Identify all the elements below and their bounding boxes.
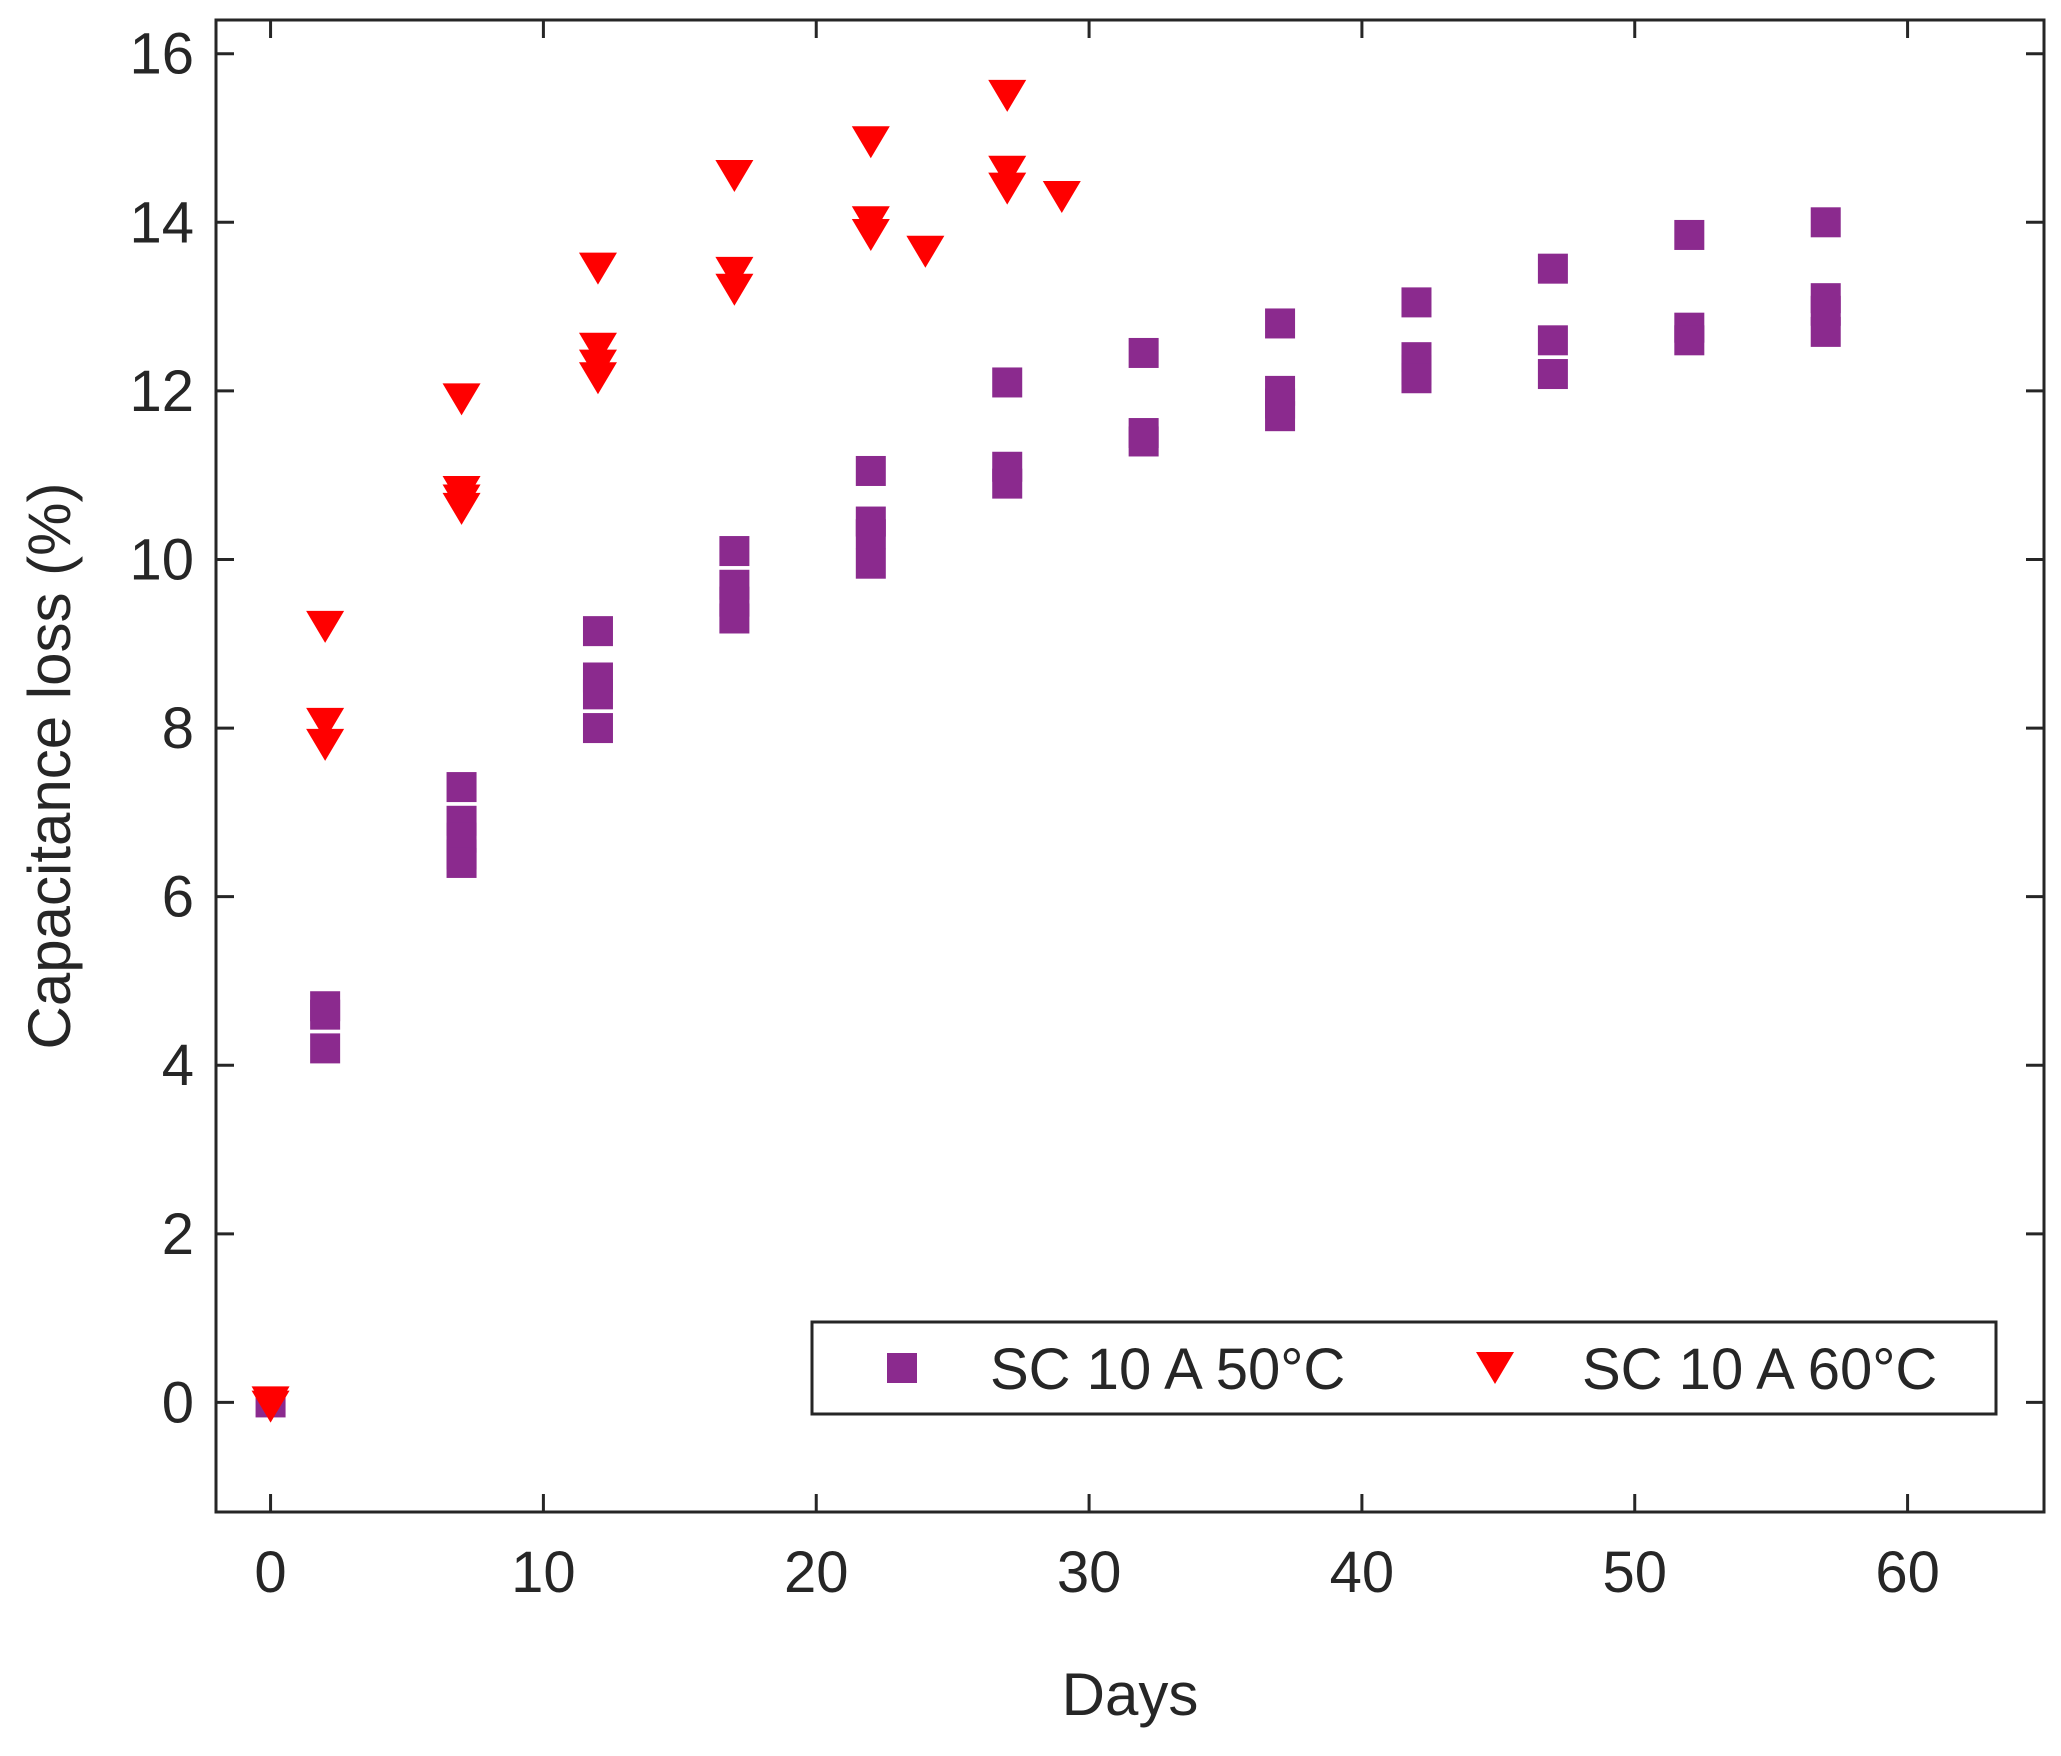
data-point-square [1128,426,1159,457]
legend-marker [887,1353,917,1383]
data-point-triangle [1042,181,1081,214]
data-point-triangle [578,252,617,285]
data-point-square [855,519,886,550]
data-point-square [1810,207,1841,238]
data-point-square [1537,253,1568,284]
y-tick-label: 0 [162,1370,194,1435]
data-point-triangle [306,707,345,740]
x-axis-label: Days [1062,1661,1199,1728]
data-point-triangle [442,492,481,525]
legend-marker [1476,1352,1514,1384]
data-point-triangle [306,728,345,761]
y-tick-label: 4 [162,1033,194,1098]
legend-entries: SC 10 A 50°C SC 10 A 60°C [887,1337,1937,1402]
legend-label: SC 10 A 50°C [990,1337,1345,1402]
legend-box [810,1320,1998,1416]
x-tick-label: 40 [1330,1540,1395,1605]
y-tick-label: 6 [162,865,194,930]
data-point-triangle [715,159,754,192]
y-axis-ticks: 0 2 4 6 8 10 12 14 16 [129,22,2044,1435]
legend: SC 10 A 50°C SC 10 A 60°C [810,1320,1998,1416]
data-point-square [1537,325,1568,356]
x-tick-label: 10 [511,1540,576,1605]
data-point-triangle [715,256,754,289]
y-tick-label: 12 [129,359,194,424]
data-point-triangle [251,1390,290,1423]
y-tick-label: 16 [129,22,194,87]
data-point-triangle [988,79,1027,112]
x-tick-label: 60 [1875,1540,1940,1605]
data-point-square [992,468,1023,499]
data-point-square [1128,337,1159,368]
y-tick-label: 8 [162,696,194,761]
y-axis-label: Capacitance loss (%) [16,483,83,1050]
data-point-triangle [578,362,617,395]
data-point-square [1265,308,1296,339]
data-point-square [1810,316,1841,347]
data-point-triangle [988,155,1027,188]
x-axis-ticks: 0 10 20 30 40 50 60 [254,20,1940,1605]
data-point-triangle [578,332,617,365]
data-point-triangle [715,273,754,306]
data-point-square [992,367,1023,398]
data-point-square [719,603,750,634]
legend-label: SC 10 A 60°C [1582,1337,1937,1402]
data-point-square [1537,359,1568,390]
data-point-square [310,999,341,1030]
data-point-triangle [988,172,1027,205]
x-tick-label: 20 [784,1540,849,1605]
series-2 [251,79,1081,1423]
data-point-triangle [906,235,945,268]
data-point-triangle [442,383,481,416]
data-point-square [1401,287,1432,318]
data-point-square [582,616,613,647]
plot-frame [214,18,2046,1514]
x-tick-label: 0 [254,1540,286,1605]
data-point-triangle [306,610,345,643]
y-tick-label: 14 [129,190,194,255]
data-point-square [582,679,613,710]
data-point-square [446,772,477,803]
data-point-square [1401,363,1432,394]
y-tick-label: 2 [162,1202,194,1267]
data-point-triangle [851,218,890,251]
data-point-square [855,548,886,579]
series-1 [255,207,1841,1418]
data-point-square [1674,325,1705,356]
data-marks [251,79,1841,1423]
y-tick-label: 10 [129,527,194,592]
data-point-square [1265,401,1296,432]
data-point-square [719,536,750,567]
data-point-square [1674,219,1705,250]
x-tick-label: 30 [1057,1540,1122,1605]
data-point-square [446,847,477,878]
data-point-triangle [851,126,890,159]
data-point-square [582,713,613,744]
data-point-square [855,455,886,486]
data-point-square [310,1033,341,1064]
x-tick-label: 50 [1602,1540,1667,1605]
